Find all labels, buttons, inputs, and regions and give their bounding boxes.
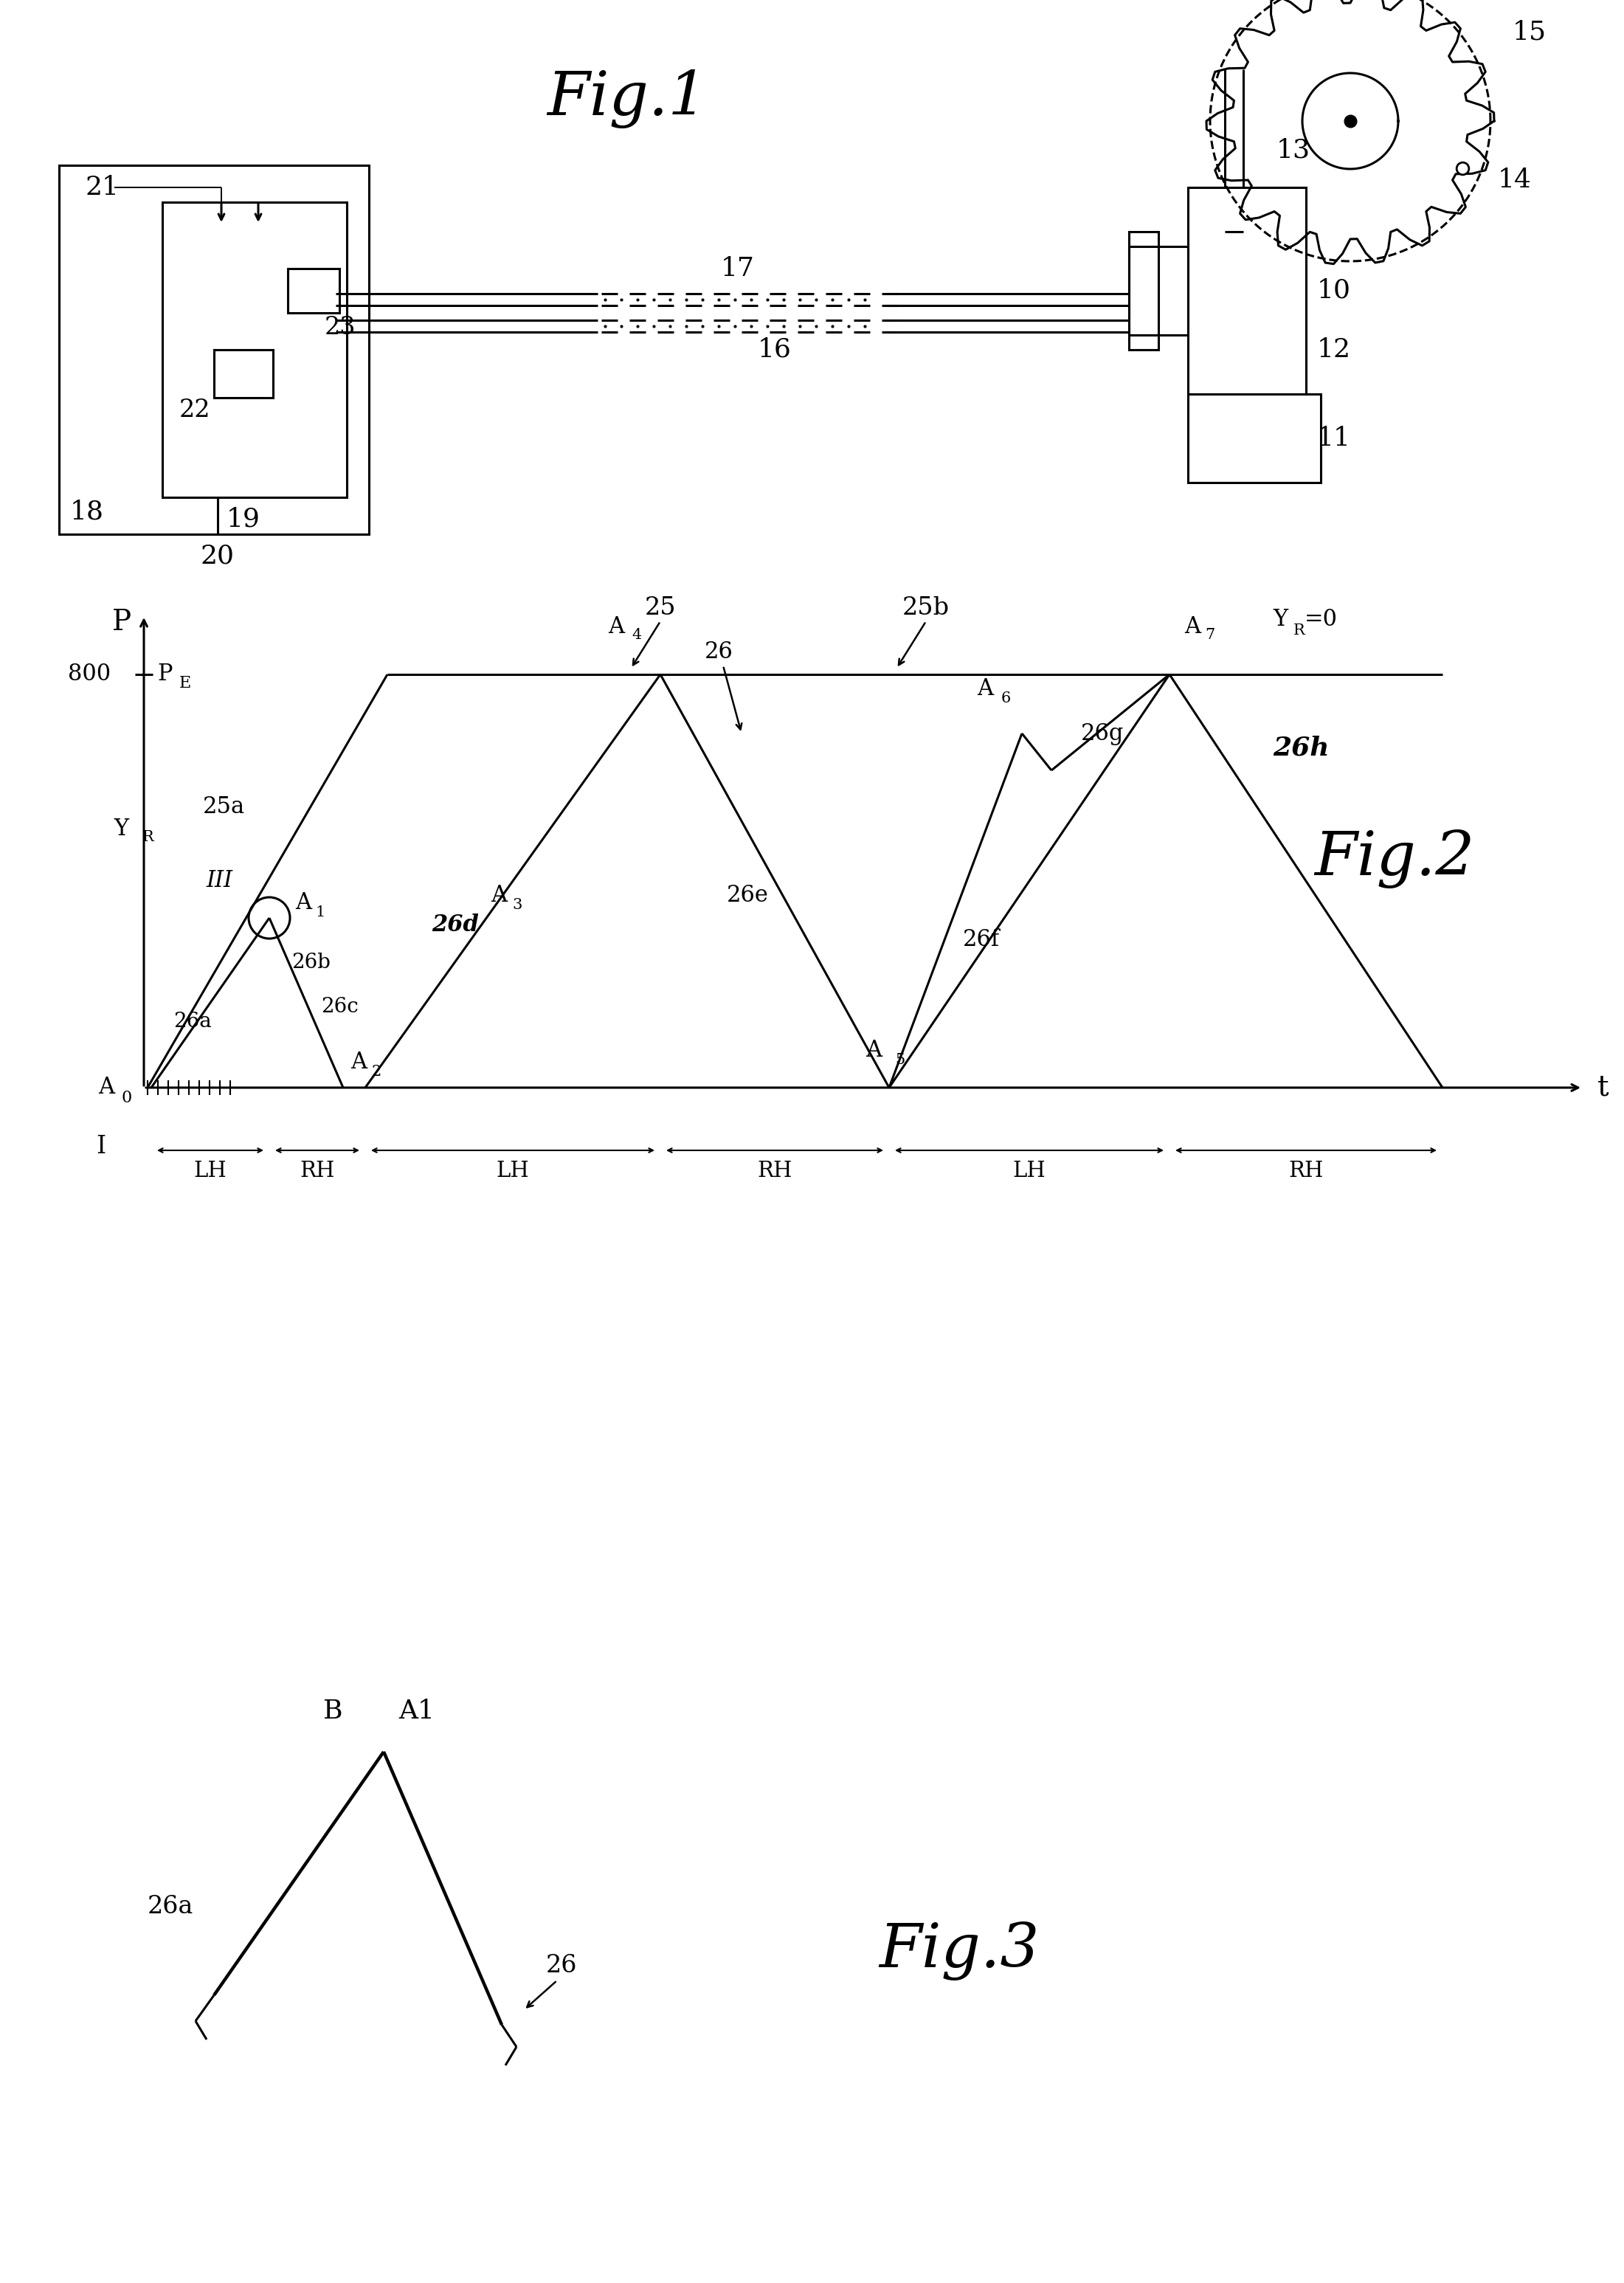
Text: 26d: 26d bbox=[432, 913, 479, 936]
Text: 3: 3 bbox=[512, 897, 521, 911]
Bar bbox=[1187, 395, 1320, 482]
Text: 800: 800 bbox=[68, 662, 110, 685]
Text: III: III bbox=[206, 870, 232, 893]
Text: 23: 23 bbox=[325, 315, 356, 340]
Text: R: R bbox=[1293, 623, 1306, 637]
Text: =0: =0 bbox=[1304, 607, 1338, 630]
Text: 26a: 26a bbox=[148, 1895, 193, 1918]
Text: A: A bbox=[490, 884, 507, 906]
Text: Fig.1: Fig.1 bbox=[547, 68, 708, 128]
Bar bbox=[162, 203, 348, 498]
Text: A: A bbox=[296, 893, 312, 915]
Text: 25a: 25a bbox=[203, 797, 245, 820]
Text: 25b: 25b bbox=[903, 596, 950, 619]
Text: 5: 5 bbox=[895, 1052, 905, 1066]
Text: 0: 0 bbox=[122, 1089, 132, 1105]
Bar bbox=[214, 349, 273, 397]
Bar bbox=[58, 164, 369, 534]
Text: 10: 10 bbox=[1317, 279, 1351, 304]
Bar bbox=[1187, 187, 1306, 395]
Text: 26f: 26f bbox=[963, 929, 1000, 952]
Text: Y: Y bbox=[1273, 607, 1288, 630]
Bar bbox=[287, 269, 339, 313]
Text: A: A bbox=[1184, 614, 1200, 637]
Text: RH: RH bbox=[1288, 1160, 1324, 1180]
Text: 17: 17 bbox=[721, 256, 755, 281]
Text: Y: Y bbox=[114, 817, 130, 840]
Text: A: A bbox=[866, 1039, 882, 1062]
Text: 26e: 26e bbox=[728, 884, 768, 906]
Text: P: P bbox=[112, 610, 132, 637]
Text: R: R bbox=[143, 829, 154, 845]
Text: 16: 16 bbox=[758, 338, 791, 363]
Bar bbox=[1129, 247, 1187, 336]
Text: A: A bbox=[978, 678, 994, 701]
Text: 4: 4 bbox=[632, 628, 641, 642]
Text: A1: A1 bbox=[398, 1699, 435, 1724]
Text: 14: 14 bbox=[1497, 167, 1531, 192]
Text: 26g: 26g bbox=[1082, 721, 1124, 744]
Text: 26: 26 bbox=[705, 642, 734, 664]
Text: RH: RH bbox=[300, 1160, 335, 1180]
Text: A: A bbox=[97, 1075, 114, 1098]
Text: 26a: 26a bbox=[174, 1011, 211, 1032]
Text: B: B bbox=[323, 1699, 343, 1724]
Text: Fig.3: Fig.3 bbox=[879, 1922, 1039, 1979]
Text: 26: 26 bbox=[546, 1954, 578, 1977]
Text: 26b: 26b bbox=[291, 952, 330, 973]
Text: A: A bbox=[351, 1050, 367, 1073]
Text: 21: 21 bbox=[84, 176, 119, 201]
Text: t: t bbox=[1598, 1073, 1609, 1100]
Text: LH: LH bbox=[193, 1160, 227, 1180]
Text: 18: 18 bbox=[70, 500, 104, 525]
Text: 26c: 26c bbox=[322, 995, 359, 1016]
Bar bbox=[1129, 231, 1158, 349]
Text: 15: 15 bbox=[1512, 21, 1546, 46]
Text: E: E bbox=[179, 676, 192, 692]
Text: 6: 6 bbox=[1000, 692, 1010, 705]
Text: 11: 11 bbox=[1317, 425, 1351, 450]
Text: 1: 1 bbox=[315, 904, 325, 920]
Text: Fig.2: Fig.2 bbox=[1314, 829, 1475, 888]
Text: P: P bbox=[158, 662, 172, 685]
Text: 20: 20 bbox=[201, 543, 234, 568]
Text: LH: LH bbox=[497, 1160, 529, 1180]
Text: 2: 2 bbox=[372, 1064, 382, 1078]
Text: 25: 25 bbox=[645, 596, 676, 619]
Text: 19: 19 bbox=[227, 507, 260, 532]
Text: RH: RH bbox=[757, 1160, 793, 1180]
Text: 22: 22 bbox=[179, 400, 209, 422]
Text: 12: 12 bbox=[1317, 338, 1351, 363]
Text: 26h: 26h bbox=[1273, 735, 1328, 760]
Text: 13: 13 bbox=[1276, 137, 1311, 162]
Text: LH: LH bbox=[1013, 1160, 1046, 1180]
Text: A: A bbox=[607, 614, 624, 637]
Text: 7: 7 bbox=[1205, 628, 1215, 642]
Text: I: I bbox=[96, 1135, 106, 1157]
